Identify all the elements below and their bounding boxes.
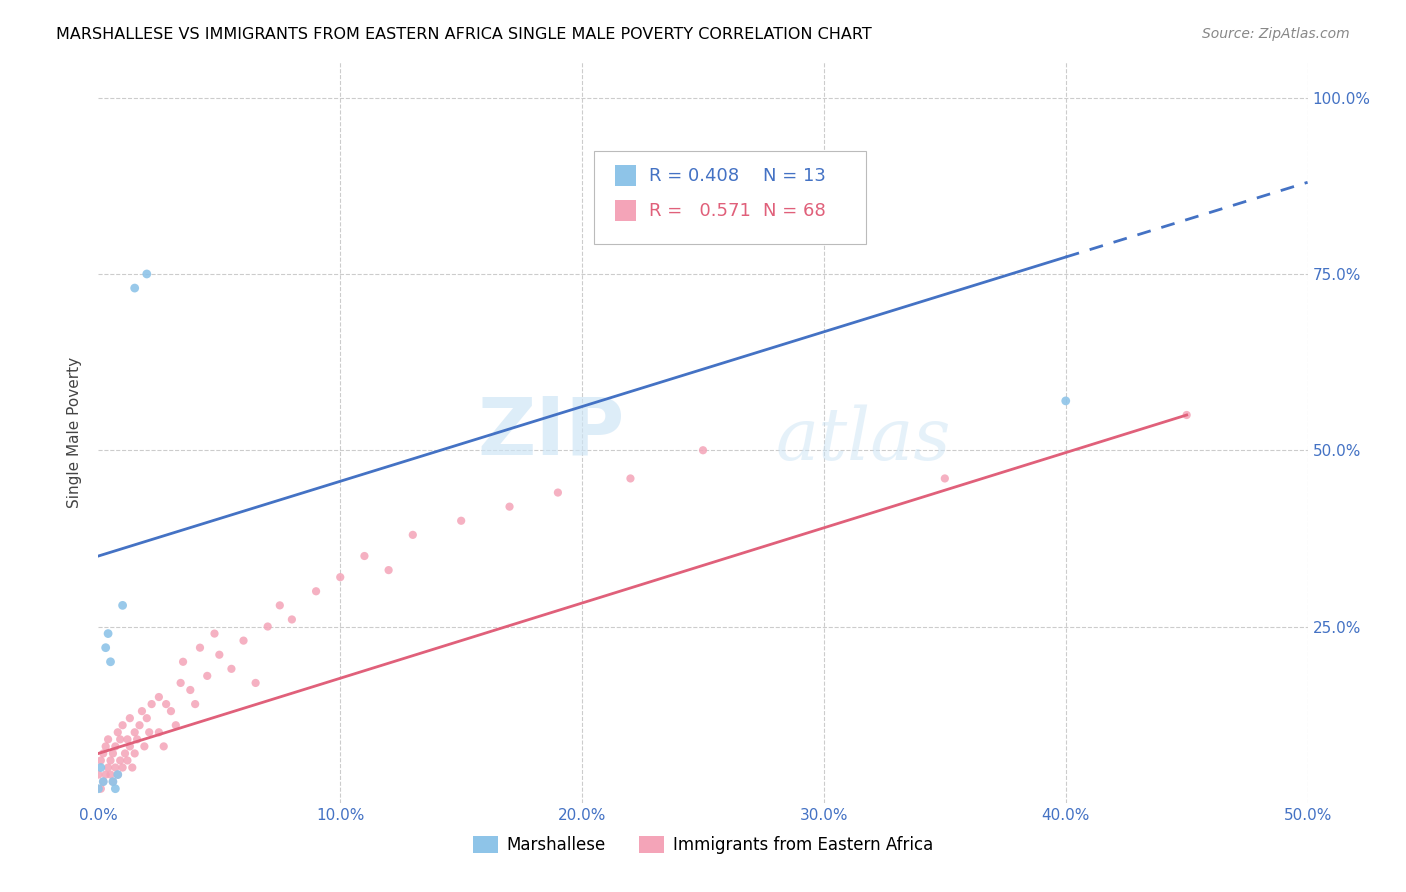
Text: Source: ZipAtlas.com: Source: ZipAtlas.com (1202, 27, 1350, 41)
Point (281, 612, 304, 626)
Point (121, 760, 143, 774)
Point (135, 711, 157, 725)
FancyBboxPatch shape (614, 165, 637, 186)
Point (619, 471, 641, 485)
Point (118, 739, 141, 754)
Point (90, 754, 112, 768)
Point (138, 725, 160, 739)
Point (195, 669, 218, 683)
Point (104, 739, 127, 754)
Point (118, 711, 141, 725)
Point (91, 774, 114, 789)
Point (100, 754, 122, 768)
Point (90, 760, 112, 774)
Point (934, 471, 956, 485)
Point (692, 443, 714, 458)
Point (87, 767, 110, 781)
Point (204, 626, 226, 640)
Point (124, 725, 146, 739)
Point (131, 704, 153, 718)
Point (450, 514, 472, 528)
Text: N = 68: N = 68 (763, 202, 827, 219)
Legend: Marshallese, Immigrants from Eastern Africa: Marshallese, Immigrants from Eastern Afr… (467, 830, 939, 861)
Point (188, 640, 211, 655)
Point (100, 767, 122, 781)
Point (111, 599, 134, 613)
Point (94, 739, 117, 754)
Point (87, 781, 110, 796)
Point (107, 725, 129, 739)
Text: ZIP: ZIP (477, 393, 624, 472)
Point (128, 718, 150, 732)
Point (97, 626, 120, 640)
Point (104, 781, 127, 796)
Point (111, 718, 134, 732)
Point (101, 774, 124, 789)
Point (305, 584, 328, 599)
Point (547, 485, 569, 500)
Text: MARSHALLESE VS IMMIGRANTS FROM EASTERN AFRICA SINGLE MALE POVERTY CORRELATION CH: MARSHALLESE VS IMMIGRANTS FROM EASTERN A… (56, 27, 872, 42)
Point (353, 549, 375, 563)
Text: R =   0.571: R = 0.571 (648, 202, 751, 219)
Point (90, 781, 112, 796)
Point (107, 767, 129, 781)
Point (148, 690, 170, 704)
Point (94, 767, 117, 781)
Point (184, 697, 207, 711)
Point (100, 655, 122, 669)
Point (232, 633, 254, 648)
Point (91, 747, 114, 761)
Point (1175, 408, 1198, 422)
Point (141, 697, 163, 711)
Point (127, 732, 149, 747)
Point (221, 662, 243, 676)
Point (101, 774, 124, 789)
Point (114, 747, 136, 761)
Point (97, 760, 120, 774)
Y-axis label: Single Male Poverty: Single Male Poverty (67, 357, 83, 508)
Point (208, 648, 231, 662)
Point (135, 267, 157, 281)
Point (117, 754, 139, 768)
Point (256, 619, 278, 633)
Point (148, 725, 170, 739)
Point (124, 747, 146, 761)
Point (134, 739, 156, 754)
Point (104, 760, 127, 774)
Point (1054, 393, 1077, 408)
Point (97, 732, 120, 747)
Point (101, 747, 124, 761)
FancyBboxPatch shape (595, 152, 866, 244)
Point (91, 774, 114, 789)
Text: R = 0.408: R = 0.408 (648, 167, 738, 185)
Point (245, 676, 267, 690)
Point (155, 697, 177, 711)
Point (377, 563, 399, 577)
Text: N = 13: N = 13 (763, 167, 827, 185)
Text: atlas: atlas (776, 405, 950, 475)
Point (117, 732, 139, 747)
Point (107, 767, 129, 781)
Point (108, 732, 131, 747)
Point (402, 528, 425, 542)
Point (269, 599, 291, 613)
FancyBboxPatch shape (614, 200, 637, 221)
Point (111, 760, 134, 774)
Point (172, 655, 194, 669)
Point (152, 739, 174, 754)
Point (94, 640, 117, 655)
Point (108, 754, 131, 768)
Point (498, 500, 520, 514)
Point (124, 281, 146, 295)
Point (169, 676, 191, 690)
Point (179, 683, 201, 698)
Point (160, 704, 183, 718)
Point (165, 718, 187, 732)
Point (329, 570, 352, 584)
